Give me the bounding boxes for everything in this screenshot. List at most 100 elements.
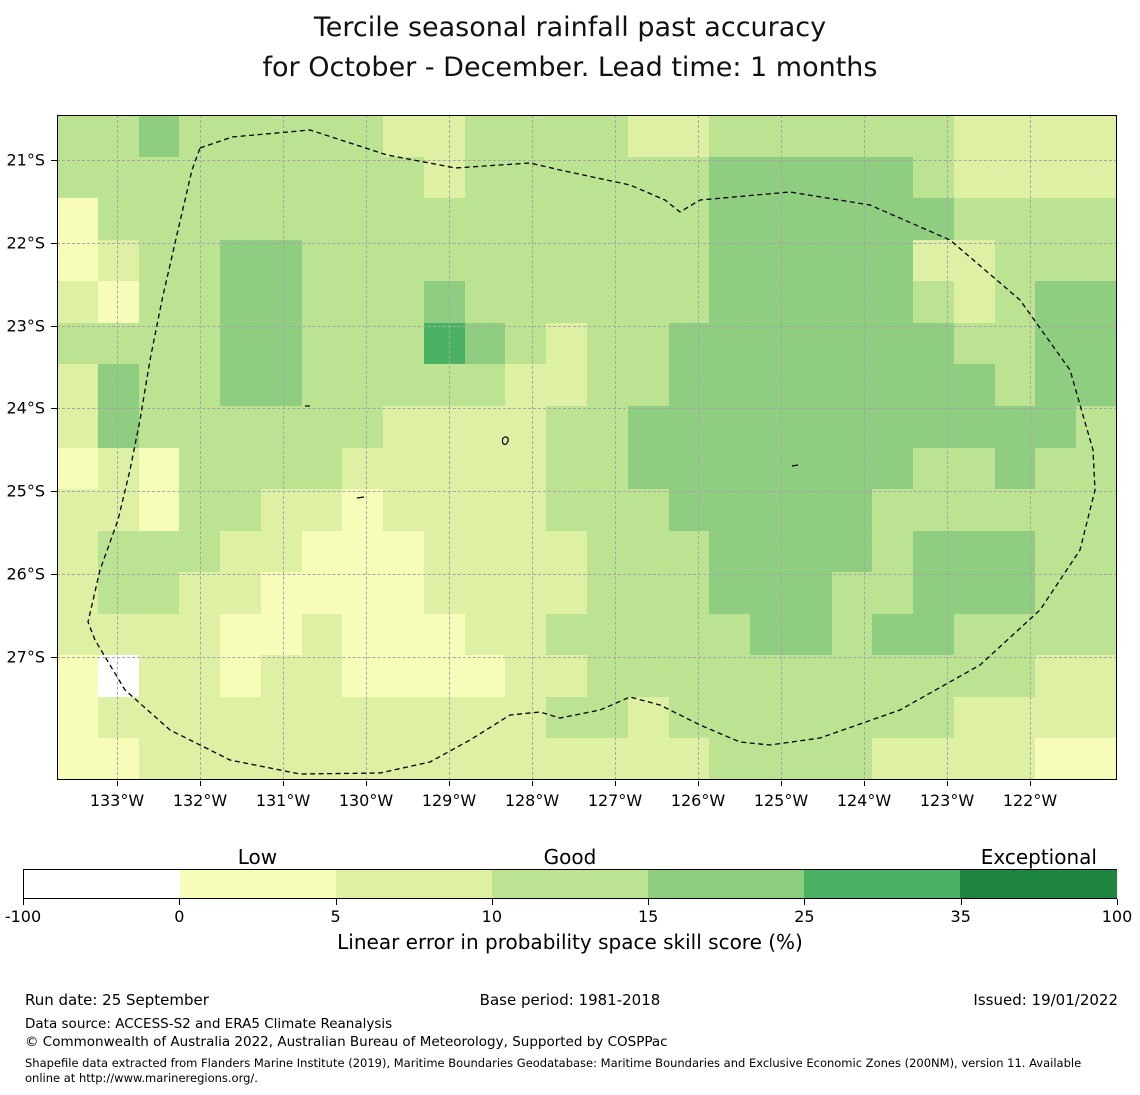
heatmap-cell (138, 655, 181, 699)
heatmap-cell (913, 156, 956, 200)
heatmap-cell (750, 696, 793, 740)
heatmap-cell (872, 655, 915, 699)
heatmap-cell (872, 613, 915, 657)
heatmap-cell (587, 239, 629, 283)
heatmap-cell (138, 156, 181, 200)
heatmap-cell (97, 405, 140, 449)
heatmap-cell (668, 696, 711, 740)
heatmap-cell (383, 447, 426, 491)
heatmap-cell (1076, 655, 1117, 699)
y-tick-mark (51, 408, 57, 410)
heatmap-cell (423, 156, 466, 200)
heatmap-cell (220, 281, 263, 325)
heatmap-cell (831, 696, 874, 740)
heatmap-cell (505, 156, 548, 200)
heatmap-cell (260, 572, 303, 615)
heatmap-cell (913, 530, 956, 574)
heatmap-cell (1035, 655, 1078, 699)
heatmap-cell (831, 281, 874, 325)
x-tick-label: 129°W (421, 791, 477, 810)
heatmap-cell (57, 405, 99, 449)
heatmap-cell (790, 198, 833, 241)
colorbar-tick-mark (335, 899, 337, 905)
heatmap-cell (790, 281, 833, 325)
colorbar-tick-mark (491, 899, 493, 905)
heatmap-cell (383, 364, 426, 408)
heatmap-cell (423, 489, 466, 532)
heatmap-cell (587, 572, 629, 615)
heatmap-cell (1035, 447, 1078, 491)
heatmap-cell (179, 405, 222, 449)
x-tick-label: 131°W (255, 791, 311, 810)
colorbar-tick-label: 15 (637, 907, 659, 926)
chart-title-line1: Tercile seasonal rainfall past accuracy (313, 12, 827, 43)
colorbar-tick-mark (23, 899, 24, 905)
heatmap-cell (546, 364, 589, 408)
heatmap-cell (97, 530, 140, 574)
heatmap-cell (831, 530, 874, 574)
heatmap-cell (994, 115, 1037, 158)
heatmap-cell (709, 156, 752, 200)
issued-text: Issued: 19/01/2022 (973, 991, 1118, 1009)
heatmap-cell (627, 281, 670, 325)
heatmap-cell (97, 115, 140, 158)
heatmap-cell (953, 115, 996, 158)
heatmap-cell (97, 655, 140, 699)
heatmap-cell (587, 447, 629, 491)
heatmap-cell (423, 198, 466, 241)
heatmap-cell (57, 530, 99, 574)
heatmap-cell (994, 696, 1037, 740)
heatmap-cell (1076, 613, 1117, 657)
heatmap-cell (831, 489, 874, 532)
copyright-text: © Commonwealth of Australia 2022, Austra… (25, 1034, 668, 1050)
colorbar-category-label: Exceptional (980, 845, 1097, 869)
heatmap-cell (1035, 281, 1078, 325)
heatmap-cell (423, 447, 466, 491)
heatmap-cell (220, 239, 263, 283)
x-tick-mark (615, 781, 616, 786)
heatmap-cell (342, 364, 385, 408)
heatmap-cell (383, 239, 426, 283)
heatmap-cell (1035, 489, 1078, 532)
heatmap-cell (831, 738, 874, 780)
heatmap-cell (750, 198, 793, 241)
heatmap-cell (220, 489, 263, 532)
heatmap-cell (505, 655, 548, 699)
heatmap-cell (97, 322, 140, 366)
heatmap-cell (505, 239, 548, 283)
heatmap-cell (546, 322, 589, 366)
heatmap-cell (138, 239, 181, 283)
x-tick-mark (200, 781, 201, 786)
heatmap-cell (831, 198, 874, 241)
heatmap-cell (627, 239, 670, 283)
heatmap-cell (953, 738, 996, 780)
heatmap-cell (57, 115, 99, 158)
heatmap-cell (57, 655, 99, 699)
heatmap-cell (138, 322, 181, 366)
heatmap-cell (750, 572, 793, 615)
heatmap-cell (750, 322, 793, 366)
y-tick-label: 26°S (6, 564, 45, 584)
y-tick-mark (51, 242, 57, 244)
heatmap-cell (831, 239, 874, 283)
heatmap-cell (464, 572, 507, 615)
heatmap-cell (790, 572, 833, 615)
heatmap-cell (709, 655, 752, 699)
heatmap-cell (57, 613, 99, 657)
heatmap-cell (301, 447, 344, 491)
x-tick-mark (864, 781, 865, 786)
colorbar-tick-mark (648, 899, 650, 905)
heatmap-cell (668, 115, 711, 158)
heatmap-cell (464, 696, 507, 740)
heatmap-cell (505, 405, 548, 449)
x-tick-label: 132°W (172, 791, 228, 810)
heatmap-cell (668, 239, 711, 283)
heatmap-cell (260, 405, 303, 449)
heatmap-cell (872, 322, 915, 366)
heatmap-cell (220, 405, 263, 449)
x-tick-label: 123°W (919, 791, 975, 810)
heatmap-cell (790, 322, 833, 366)
heatmap-cell (301, 489, 344, 532)
heatmap-cell (709, 115, 752, 158)
heatmap-cell (627, 405, 670, 449)
